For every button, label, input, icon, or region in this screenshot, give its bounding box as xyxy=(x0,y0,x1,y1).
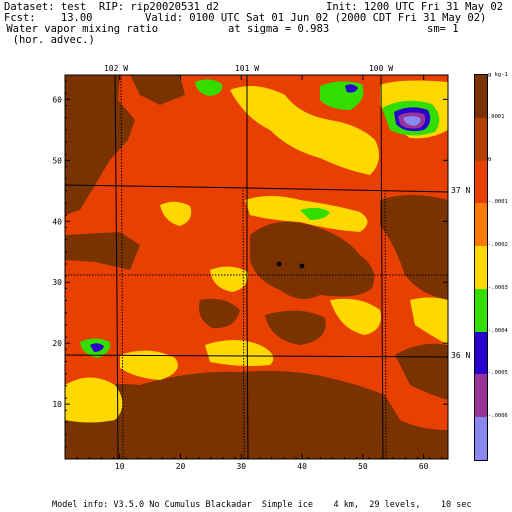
colorbar-label: -.0001 xyxy=(488,199,508,206)
colorbar-segment xyxy=(475,246,487,289)
meridian-100w xyxy=(380,74,384,460)
field-sub-label: (hor. advec.) xyxy=(0,34,95,46)
brown-southeast xyxy=(395,343,448,400)
init-label: Init: 1200 UTC Fri 31 May 02 xyxy=(326,1,504,13)
valid-label: Valid: 0100 UTC Sat 01 Jun 02 (2000 CDT … xyxy=(145,12,487,24)
brown-blob-a xyxy=(198,298,240,329)
brown-south-region xyxy=(65,370,448,459)
brown-nw-lobe xyxy=(130,75,185,105)
colorbar-label: 0 xyxy=(488,156,492,163)
brown-west-band xyxy=(65,232,140,270)
y-tick-label: 40 xyxy=(52,217,62,226)
brown-central-blob xyxy=(250,221,375,299)
colorbar-label: g kg-1 xyxy=(488,72,508,78)
sigma-label: at sigma = 0.983 xyxy=(228,23,330,35)
lon-label: 101 W xyxy=(235,64,259,73)
model-info: Model info: V3.5.0 No Cumulus Blackadar … xyxy=(52,500,472,510)
fcst-label: Fcst: 13.00 xyxy=(4,12,93,24)
colorbar-segment xyxy=(475,75,487,118)
lavender-ne-core xyxy=(403,116,421,126)
x-tick-label: 60 xyxy=(419,462,429,471)
blue-sw xyxy=(90,343,104,352)
blue-north xyxy=(345,84,358,93)
meridian-102w xyxy=(114,74,119,460)
colorbar-segment xyxy=(475,203,487,247)
borders xyxy=(65,74,448,460)
field-shading xyxy=(65,75,448,459)
brown-northeast xyxy=(380,195,448,300)
yellow-east-band xyxy=(330,298,381,335)
x-tick-label: 20 xyxy=(176,462,186,471)
plot-frame xyxy=(64,74,449,460)
colorbar-label: -.0003 xyxy=(488,284,508,291)
colorbar-segment xyxy=(475,160,487,204)
parallel-36n xyxy=(64,354,449,358)
yellow-far-east xyxy=(410,297,448,345)
brown-blob-b xyxy=(265,310,326,345)
y-tick-label: 20 xyxy=(52,339,62,348)
brown-regions xyxy=(65,75,448,459)
y-tick-label: 10 xyxy=(52,400,62,409)
brown-west-region xyxy=(65,75,135,215)
field-label: Water vapor mixing ratio xyxy=(0,23,159,35)
colorbar-segment xyxy=(475,331,487,375)
marker-a xyxy=(276,261,282,267)
colorbar-label: -.0004 xyxy=(488,327,508,334)
colorbar-label: -.0006 xyxy=(488,413,508,420)
y-tick-label: 30 xyxy=(52,278,62,287)
colorbar-segment xyxy=(475,288,487,332)
y-tick-label: 60 xyxy=(52,95,62,104)
lat-label: 36 N xyxy=(451,351,470,360)
dataset-label: Dataset: test RIP: rip20020531 d2 xyxy=(4,1,219,13)
lon-label: 100 W xyxy=(369,64,393,73)
colorbar-label: .0001 xyxy=(488,113,505,120)
lon-label: 102 W xyxy=(104,64,128,73)
graticule xyxy=(64,74,449,460)
yellow-west-mid xyxy=(160,201,192,226)
x-tick-label: 50 xyxy=(358,462,368,471)
x-tick-label: 30 xyxy=(236,462,246,471)
green-mid xyxy=(300,207,330,220)
yellow-sw-band xyxy=(120,350,178,380)
marker-b xyxy=(299,263,305,269)
yellow-center xyxy=(210,266,249,292)
yellow-west-low xyxy=(65,377,123,423)
lat-label: 37 N xyxy=(451,186,470,195)
x-tick-label: 40 xyxy=(297,462,307,471)
meridian-101w xyxy=(246,75,249,460)
colorbar-segment xyxy=(475,374,487,418)
x-tick-label: 10 xyxy=(115,462,125,471)
sm-label: sm= 1 xyxy=(427,23,459,35)
colorbar-segment xyxy=(475,417,487,460)
yellow-north-band xyxy=(230,86,379,175)
y-tick-label: 50 xyxy=(52,156,62,165)
colorbar-label: -.0002 xyxy=(488,242,508,249)
yellow-south-center xyxy=(205,340,274,366)
parallel-37n xyxy=(64,184,449,193)
colorbar-label: -.0005 xyxy=(488,370,508,377)
border-west xyxy=(120,74,124,460)
axis-ticks: 10 20 30 40 50 60 10 20 30 40 50 60 102 W 101 W 100 W 3… xyxy=(52,64,470,471)
colorbar xyxy=(474,74,488,461)
colorbar-segment xyxy=(475,117,487,161)
green-north-a xyxy=(195,79,223,96)
